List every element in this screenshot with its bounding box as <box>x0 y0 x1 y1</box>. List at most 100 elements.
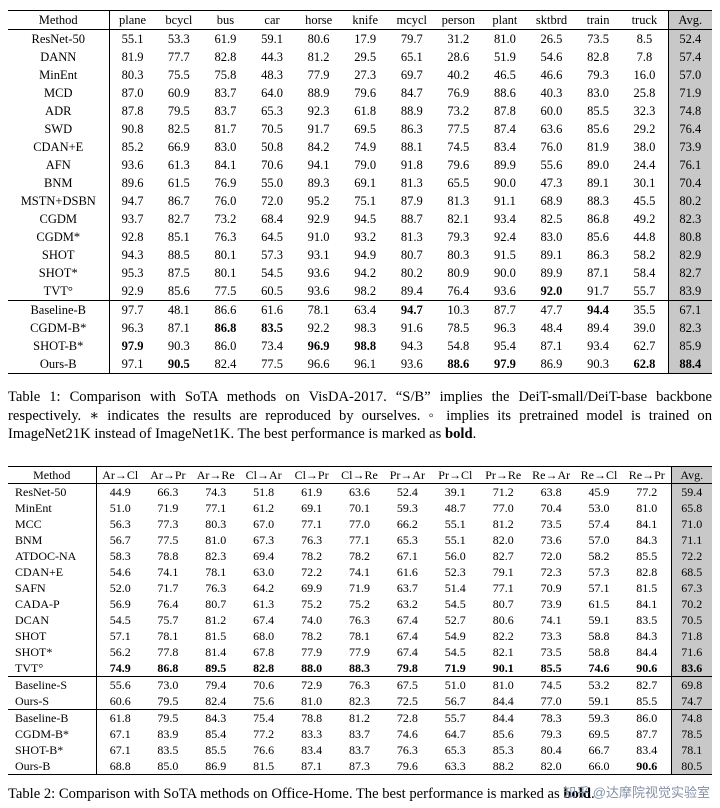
value-cell: 96.9 <box>307 339 330 353</box>
value-cell: 78.1 <box>348 629 370 644</box>
value-cell: 35.5 <box>633 303 656 317</box>
value-cell: 97.7 <box>121 303 144 317</box>
value-cell: 92.0 <box>540 284 563 298</box>
method-cell: Baseline-B <box>8 300 110 319</box>
value-cell: 80.7 <box>205 597 227 612</box>
value-cell: 93.6 <box>307 266 330 280</box>
value-cell: 82.9 <box>667 246 712 264</box>
value-cell: 31.2 <box>447 32 470 46</box>
value-cell: 98.8 <box>354 339 377 353</box>
value-cell: 83.0 <box>540 230 563 244</box>
value-cell: 80.6 <box>307 32 330 46</box>
value-cell: 79.0 <box>354 158 377 172</box>
table-row: Ours-B 68.8 85.0 86.9 81.5 87.1 87.3 79.6 63.3 88… <box>8 758 712 775</box>
value-cell: 70.5 <box>670 612 712 629</box>
value-cell: 39.0 <box>633 321 656 335</box>
value-cell: 65.5 <box>447 176 470 190</box>
value-cell: 85.4 <box>205 727 227 742</box>
table-row: CGDM 93.7 82.7 73.2 68.4 92.9 94.5 88.7 82.1 93.4… <box>8 210 712 228</box>
value-cell: 83.4 <box>636 743 658 758</box>
value-cell: 58.4 <box>633 266 656 280</box>
value-cell: 75.1 <box>354 194 377 208</box>
value-cell: 56.9 <box>109 597 131 612</box>
value-cell: 83.0 <box>587 86 609 100</box>
value-cell: 69.5 <box>588 727 610 742</box>
value-cell: 58.2 <box>633 248 656 262</box>
table-row: SHOT* 56.2 77.8 81.4 67.8 77.9 77.9 67.4 54.5 82.… <box>8 644 712 661</box>
table1-header-row: Method plane bcycl bus car horse knife mcycl per… <box>8 10 712 30</box>
table-row: AFN 93.6 61.3 84.1 70.6 94.1 79.0 91.8 79.6 89.9 5… <box>8 156 712 174</box>
value-cell: 94.3 <box>121 248 144 262</box>
value-cell: 78.5 <box>447 321 470 335</box>
value-cell: 90.1 <box>492 661 514 676</box>
value-cell: 72.9 <box>301 678 323 693</box>
value-cell: 60.0 <box>540 104 563 118</box>
value-cell: 67.1 <box>667 300 712 319</box>
value-cell: 83.5 <box>157 743 179 758</box>
method-cell: CGDM* <box>8 228 110 246</box>
value-cell: 8.5 <box>636 32 653 46</box>
value-cell: 83.4 <box>493 140 516 154</box>
column-header-avg-: Avg. <box>667 10 712 30</box>
value-cell: 72.3 <box>540 565 562 580</box>
value-cell: 71.2 <box>492 485 514 500</box>
value-cell: 59.1 <box>588 613 610 628</box>
value-cell: 73.0 <box>157 678 179 693</box>
value-cell: 87.8 <box>493 104 516 118</box>
table-row: Ours-S 60.6 79.5 82.4 75.6 81.0 82.3 72.5 56.7 84… <box>8 693 712 710</box>
value-cell: 79.5 <box>157 694 179 709</box>
value-cell: 68.8 <box>109 759 131 774</box>
value-cell: 57.0 <box>588 533 610 548</box>
value-cell: 85.0 <box>157 759 179 774</box>
column-header-truck: truck <box>631 13 658 27</box>
value-cell: 87.5 <box>167 266 190 280</box>
value-cell: 94.7 <box>121 194 144 208</box>
value-cell: 72.0 <box>261 194 283 208</box>
value-cell: 44.3 <box>261 50 283 64</box>
value-cell: 85.6 <box>167 284 190 298</box>
value-cell: 89.1 <box>540 248 563 262</box>
value-cell: 44.9 <box>109 485 131 500</box>
value-cell: 63.3 <box>444 759 466 774</box>
value-cell: 68.9 <box>540 194 563 208</box>
value-cell: 79.7 <box>400 32 423 46</box>
value-cell: 81.3 <box>400 176 423 190</box>
value-cell: 73.3 <box>540 629 562 644</box>
value-cell: 95.2 <box>307 194 330 208</box>
caption-text: Table 1: Comparison with SoTA methods on… <box>8 389 712 443</box>
value-cell: 77.7 <box>167 50 190 64</box>
value-cell: 90.0 <box>493 266 516 280</box>
value-cell: 87.1 <box>587 266 609 280</box>
value-cell: 73.2 <box>214 212 237 226</box>
value-cell: 48.4 <box>540 321 563 335</box>
table-row: DCAN 54.5 75.7 81.2 67.4 74.0 76.3 67.4 52.7 80.6… <box>8 612 712 629</box>
value-cell: 88.6 <box>447 357 470 371</box>
value-cell: 85.6 <box>587 230 609 244</box>
value-cell: 89.9 <box>540 266 563 280</box>
value-cell: 97.9 <box>493 357 516 371</box>
value-cell: 90.3 <box>167 339 190 353</box>
value-cell: 83.9 <box>157 727 179 742</box>
table-row: SHOT-B* 97.9 90.3 86.0 73.4 96.9 98.8 94.3 54.8 9… <box>8 337 712 355</box>
value-cell: 81.2 <box>307 50 330 64</box>
value-cell: 29.2 <box>633 122 656 136</box>
column-header-plane: plane <box>119 13 147 27</box>
method-cell: Baseline-S <box>8 676 97 694</box>
value-cell: 83.7 <box>214 86 237 100</box>
value-cell: 73.9 <box>540 597 562 612</box>
method-cell: TVT° <box>8 282 110 301</box>
table1-caption: Table 1: Comparison with SoTA methods on… <box>8 388 712 444</box>
value-cell: 78.1 <box>157 629 179 644</box>
value-cell: 78.1 <box>670 742 712 759</box>
value-cell: 30.1 <box>633 176 656 190</box>
value-cell: 77.9 <box>348 645 370 660</box>
value-cell: 62.8 <box>633 357 656 371</box>
value-cell: 79.6 <box>447 158 470 172</box>
value-cell: 67.4 <box>396 613 418 628</box>
value-cell: 55.0 <box>261 176 283 190</box>
value-cell: 61.8 <box>109 711 131 726</box>
method-cell: CGDM-B* <box>8 319 110 337</box>
value-cell: 75.4 <box>253 711 275 726</box>
value-cell: 88.3 <box>348 661 370 676</box>
value-cell: 54.5 <box>444 597 466 612</box>
